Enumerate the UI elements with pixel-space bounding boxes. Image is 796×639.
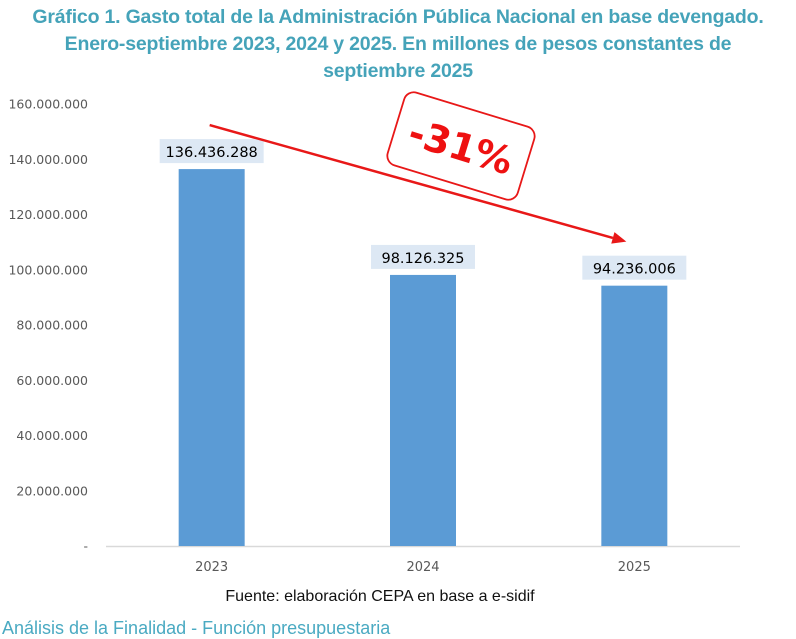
bar-2025 [601,285,668,546]
percent-change-badge: -31% [386,91,536,201]
data-label-2023: 136.436.288 [166,145,258,161]
data-label-2025: 94.236.006 [593,262,676,278]
x-tick-label: 2025 [618,560,651,575]
badge-border [386,91,536,201]
y-axis: - 20.000.000 40.000.000 60.000.000 80.000.00… [8,97,88,554]
data-label-2024: 98.126.325 [381,251,464,267]
chart-title-line-1: Gráfico 1. Gasto total de la Administrac… [32,6,764,28]
chart-title-line-2: Enero-septiembre 2023, 2024 y 2025. En m… [64,33,732,55]
y-tick-label: 160.000.000 [8,97,88,112]
chart-title: Gráfico 1. Gasto total de la Administrac… [0,4,796,85]
y-tick-label: 100.000.000 [8,262,88,277]
bar-2023 [178,169,245,546]
source-note: Fuente: elaboración CEPA en base a e-sid… [225,588,535,605]
y-tick-label: 80.000.000 [16,318,88,333]
chart-title-line-3: septiembre 2025 [323,60,473,82]
y-tick-label: 60.000.000 [16,373,88,388]
x-axis: 2023 2024 2025 [195,560,651,575]
y-tick-label: 20.000.000 [16,483,88,498]
change-annotation: -31% [209,91,627,244]
y-tick-label: 140.000.000 [8,152,88,167]
y-tick-label: - [83,539,88,554]
data-label-background [582,255,687,280]
x-tick-label: 2024 [406,560,439,575]
x-tick-label: 2023 [195,560,228,575]
next-section-heading: Análisis de la Finalidad - Función presu… [2,618,391,638]
y-tick-label: 120.000.000 [8,207,88,222]
trend-arrow-line [209,123,614,240]
y-tick-label: 40.000.000 [16,428,88,443]
bars: 136.436.288 98.126.325 94.236.006 [159,139,687,546]
data-label-background [371,244,475,269]
arrow-head-icon [611,232,627,244]
bar-2024 [390,274,456,546]
data-label-background [159,139,264,164]
